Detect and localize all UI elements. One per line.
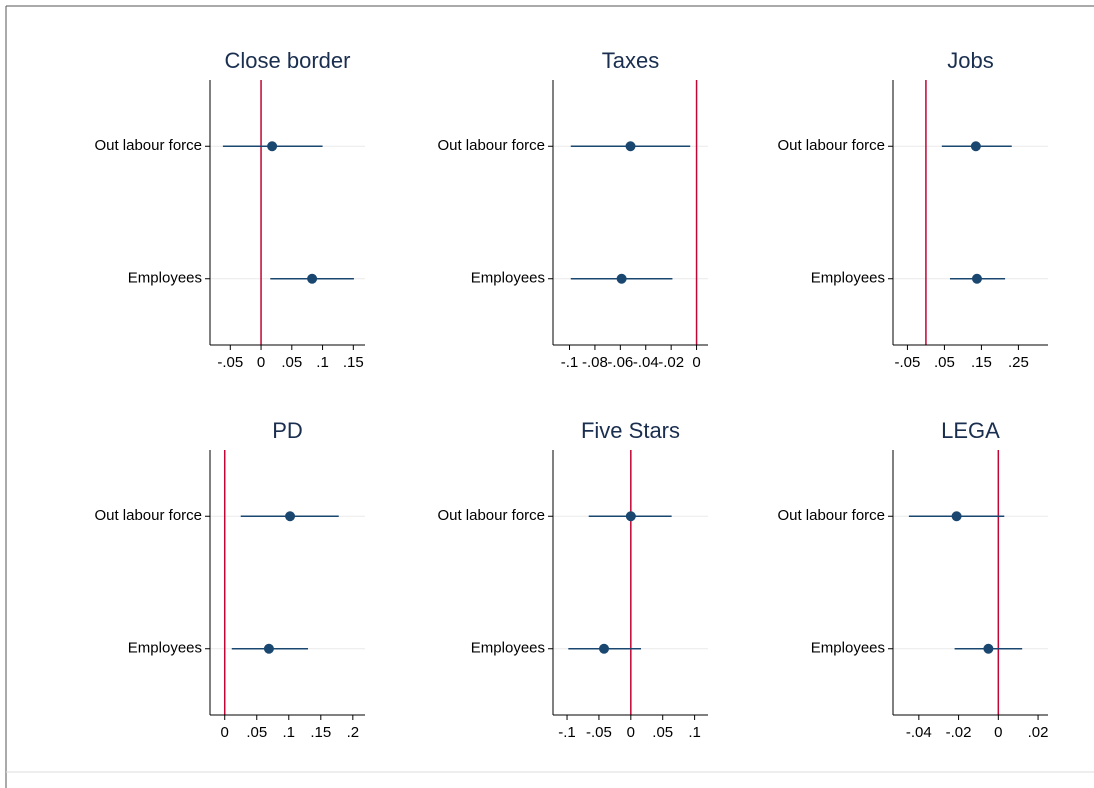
- x-tick-label: -.05: [894, 354, 920, 371]
- x-tick-label: -.05: [586, 724, 612, 741]
- point-estimate: [599, 643, 610, 654]
- x-tick-label: 0: [692, 354, 700, 371]
- point-estimate: [267, 141, 278, 152]
- point-estimate: [285, 511, 296, 522]
- x-tick-label: .1: [316, 354, 329, 371]
- x-tick-label: .05: [246, 724, 267, 741]
- point-estimate: [951, 511, 962, 522]
- x-tick-label: .15: [343, 354, 364, 371]
- y-tick-label: Employees: [471, 270, 545, 287]
- point-estimate: [971, 273, 982, 284]
- point-estimate: [970, 141, 981, 152]
- x-tick-label: .05: [934, 354, 955, 371]
- y-tick-label: Employees: [811, 640, 885, 657]
- panel-title: Five Stars: [581, 418, 680, 443]
- x-tick-label: 0: [627, 724, 635, 741]
- x-tick-label: 0: [221, 724, 229, 741]
- x-tick-label: .15: [971, 354, 992, 371]
- x-tick-label: -.1: [561, 354, 579, 371]
- y-tick-label: Out labour force: [777, 507, 885, 524]
- x-tick-label: .05: [652, 724, 673, 741]
- x-tick-label: -.08: [582, 354, 608, 371]
- x-tick-label: -.02: [658, 354, 684, 371]
- x-tick-label: .02: [1028, 724, 1049, 741]
- point-estimate: [625, 141, 636, 152]
- y-tick-label: Employees: [128, 640, 202, 657]
- y-tick-label: Out labour force: [94, 507, 202, 524]
- x-tick-label: .05: [281, 354, 302, 371]
- x-tick-label: -.02: [946, 724, 972, 741]
- panel-title: Jobs: [947, 48, 993, 73]
- point-estimate: [307, 273, 318, 284]
- point-estimate: [625, 511, 636, 522]
- x-tick-label: 0: [994, 724, 1002, 741]
- y-tick-label: Out labour force: [94, 137, 202, 154]
- x-tick-label: .1: [283, 724, 296, 741]
- panel-title: Taxes: [602, 48, 659, 73]
- x-tick-label: .1: [688, 724, 701, 741]
- y-tick-label: Employees: [128, 270, 202, 287]
- x-tick-label: -.06: [607, 354, 633, 371]
- y-tick-label: Out labour force: [437, 137, 545, 154]
- x-tick-label: .15: [310, 724, 331, 741]
- y-tick-label: Out labour force: [437, 507, 545, 524]
- panel-title: Close border: [225, 48, 351, 73]
- x-tick-label: -.04: [633, 354, 659, 371]
- point-estimate: [616, 273, 627, 284]
- x-tick-label: .2: [347, 724, 360, 741]
- panel-title: LEGA: [941, 418, 1000, 443]
- x-tick-label: -.1: [558, 724, 576, 741]
- y-tick-label: Out labour force: [777, 137, 885, 154]
- y-tick-label: Employees: [471, 640, 545, 657]
- y-tick-label: Employees: [811, 270, 885, 287]
- point-estimate: [263, 643, 274, 654]
- panel-title: PD: [272, 418, 303, 443]
- x-tick-label: .25: [1008, 354, 1029, 371]
- x-tick-label: -.05: [217, 354, 243, 371]
- x-tick-label: -.04: [906, 724, 932, 741]
- x-tick-label: 0: [257, 354, 265, 371]
- point-estimate: [983, 643, 994, 654]
